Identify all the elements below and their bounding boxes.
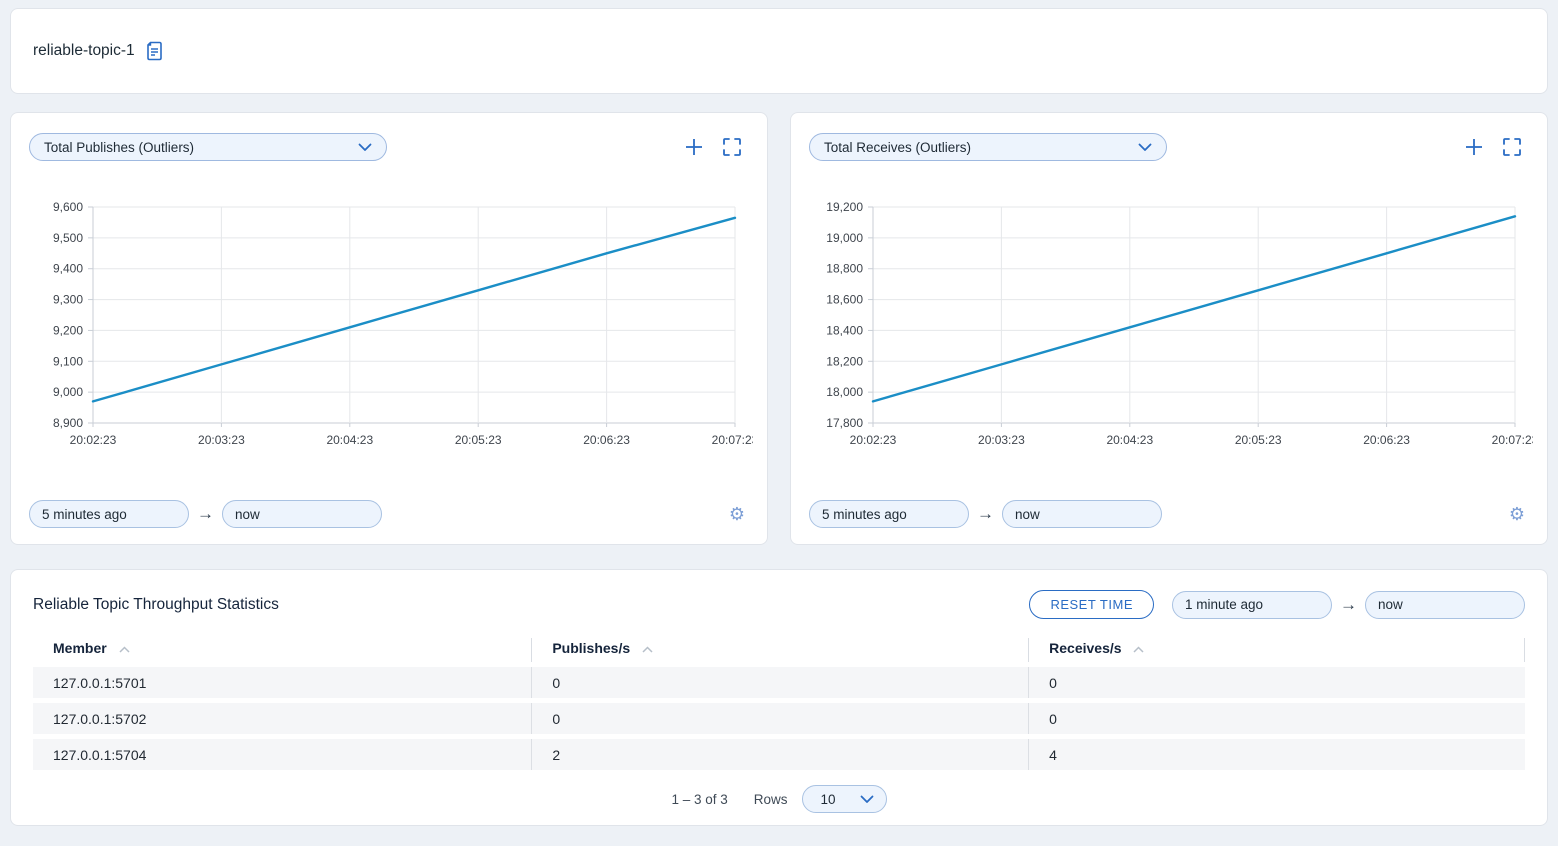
chevron-down-icon (1138, 140, 1152, 155)
chart-time-to-input[interactable]: now (1002, 500, 1162, 528)
chart-time-to-value: now (1015, 506, 1040, 522)
table-row: 127.0.0.1:5701 0 0 (33, 667, 1525, 698)
arrow-right-icon: → (977, 504, 994, 523)
svg-text:20:05:23: 20:05:23 (1235, 433, 1282, 447)
svg-text:9,600: 9,600 (53, 200, 83, 214)
receives-cell: 0 (1028, 667, 1525, 698)
column-header-publishes[interactable]: Publishes/s (531, 638, 1028, 662)
gear-icon[interactable]: ⚙ (728, 503, 745, 525)
svg-text:20:04:23: 20:04:23 (1106, 433, 1153, 447)
svg-text:20:03:23: 20:03:23 (978, 433, 1025, 447)
svg-text:18,600: 18,600 (826, 293, 863, 307)
svg-text:20:02:23: 20:02:23 (850, 433, 897, 447)
throughput-stats-card: Reliable Topic Throughput Statistics RES… (10, 569, 1548, 826)
rows-per-page-select[interactable]: 10 (801, 785, 887, 813)
svg-text:20:03:23: 20:03:23 (198, 433, 245, 447)
chevron-down-icon (860, 792, 874, 807)
stats-time-from-value: 1 minute ago (1185, 597, 1264, 612)
publishes-chart-card: Total Publishes (Outliers) (10, 112, 768, 545)
document-icon[interactable] (145, 41, 164, 61)
receives-cell: 4 (1028, 739, 1525, 770)
svg-text:9,000: 9,000 (53, 385, 83, 399)
charts-row: Total Publishes (Outliers) (10, 112, 1548, 545)
svg-text:9,100: 9,100 (53, 354, 83, 368)
stats-time-from-input[interactable]: 1 minute ago (1172, 590, 1332, 619)
svg-text:9,500: 9,500 (53, 231, 83, 245)
metric-select-publishes[interactable]: Total Publishes (Outliers) (29, 133, 387, 161)
throughput-table: Member Publishes/s Receives/s 127.0.0.1: (33, 633, 1525, 775)
add-chart-icon[interactable] (1465, 138, 1483, 156)
member-cell: 127.0.0.1:5704 (33, 739, 532, 770)
receives-chart: 17,800 18,000 18,200 18,400 18,600 18,800 19,0… (809, 195, 1538, 464)
add-chart-icon[interactable] (685, 138, 703, 156)
chart-time-from-input[interactable]: 5 minutes ago (29, 500, 189, 528)
publishes-cell: 0 (531, 667, 1029, 698)
column-header-member[interactable]: Member (33, 638, 531, 662)
svg-text:17,800: 17,800 (826, 416, 863, 430)
svg-text:20:04:23: 20:04:23 (326, 433, 373, 447)
svg-text:9,200: 9,200 (53, 323, 83, 337)
table-row: 127.0.0.1:5704 2 4 (33, 739, 1525, 770)
svg-text:20:07:23: 20:07:23 (712, 433, 753, 447)
chart-time-from-value: 5 minutes ago (42, 506, 127, 522)
topic-header-card: reliable-topic-1 (10, 8, 1548, 94)
svg-text:19,000: 19,000 (826, 231, 863, 245)
svg-text:20:06:23: 20:06:23 (583, 433, 630, 447)
page-range-text: 1 – 3 of 3 (671, 791, 728, 807)
table-row: 127.0.0.1:5702 0 0 (33, 703, 1525, 734)
receives-cell: 0 (1028, 703, 1525, 734)
sort-up-icon (642, 640, 653, 656)
stats-time-to-value: now (1378, 597, 1403, 612)
chevron-down-icon (358, 140, 372, 155)
gear-icon[interactable]: ⚙ (1508, 503, 1525, 525)
publishes-chart: 8,900 9,000 9,100 9,200 9,300 9,400 9,500 9,600… (29, 195, 759, 464)
sort-up-icon (1133, 640, 1144, 656)
svg-text:18,000: 18,000 (826, 385, 863, 399)
svg-text:20:06:23: 20:06:23 (1363, 433, 1410, 447)
svg-text:18,800: 18,800 (826, 262, 863, 276)
expand-icon[interactable] (723, 138, 741, 156)
receives-chart-card: Total Receives (Outliers) 1 (790, 112, 1548, 545)
svg-text:18,400: 18,400 (826, 323, 863, 337)
column-header-receives[interactable]: Receives/s (1028, 638, 1525, 662)
rows-per-page-value: 10 (820, 791, 836, 807)
svg-text:18,200: 18,200 (826, 354, 863, 368)
svg-text:20:05:23: 20:05:23 (455, 433, 502, 447)
member-cell: 127.0.0.1:5702 (33, 703, 532, 734)
member-cell: 127.0.0.1:5701 (33, 667, 532, 698)
page-title: reliable-topic-1 (33, 42, 135, 59)
metric-select-label: Total Receives (Outliers) (824, 139, 972, 155)
pagination: 1 – 3 of 3 Rows 10 (33, 785, 1525, 813)
stats-time-to-input[interactable]: now (1365, 590, 1525, 619)
expand-icon[interactable] (1503, 138, 1521, 156)
sort-up-icon (119, 640, 130, 656)
metric-select-receives[interactable]: Total Receives (Outliers) (809, 133, 1167, 161)
reset-time-button[interactable]: RESET TIME (1029, 590, 1154, 619)
chart-time-to-input[interactable]: now (222, 500, 382, 528)
chart-time-from-value: 5 minutes ago (822, 506, 907, 522)
chart-time-to-value: now (235, 506, 260, 522)
arrow-right-icon: → (197, 504, 214, 523)
svg-text:20:07:23: 20:07:23 (1492, 433, 1533, 447)
svg-text:9,400: 9,400 (53, 262, 83, 276)
svg-text:8,900: 8,900 (53, 416, 83, 430)
chart-time-from-input[interactable]: 5 minutes ago (809, 500, 969, 528)
stats-title: Reliable Topic Throughput Statistics (33, 595, 279, 613)
table-header-row: Member Publishes/s Receives/s (33, 638, 1525, 662)
svg-text:19,200: 19,200 (826, 200, 863, 214)
metric-select-label: Total Publishes (Outliers) (44, 139, 195, 155)
svg-text:9,300: 9,300 (53, 293, 83, 307)
svg-text:20:02:23: 20:02:23 (70, 433, 117, 447)
publishes-cell: 2 (531, 739, 1029, 770)
arrow-right-icon: → (1340, 594, 1357, 614)
rows-label: Rows (753, 791, 788, 807)
publishes-cell: 0 (531, 703, 1029, 734)
